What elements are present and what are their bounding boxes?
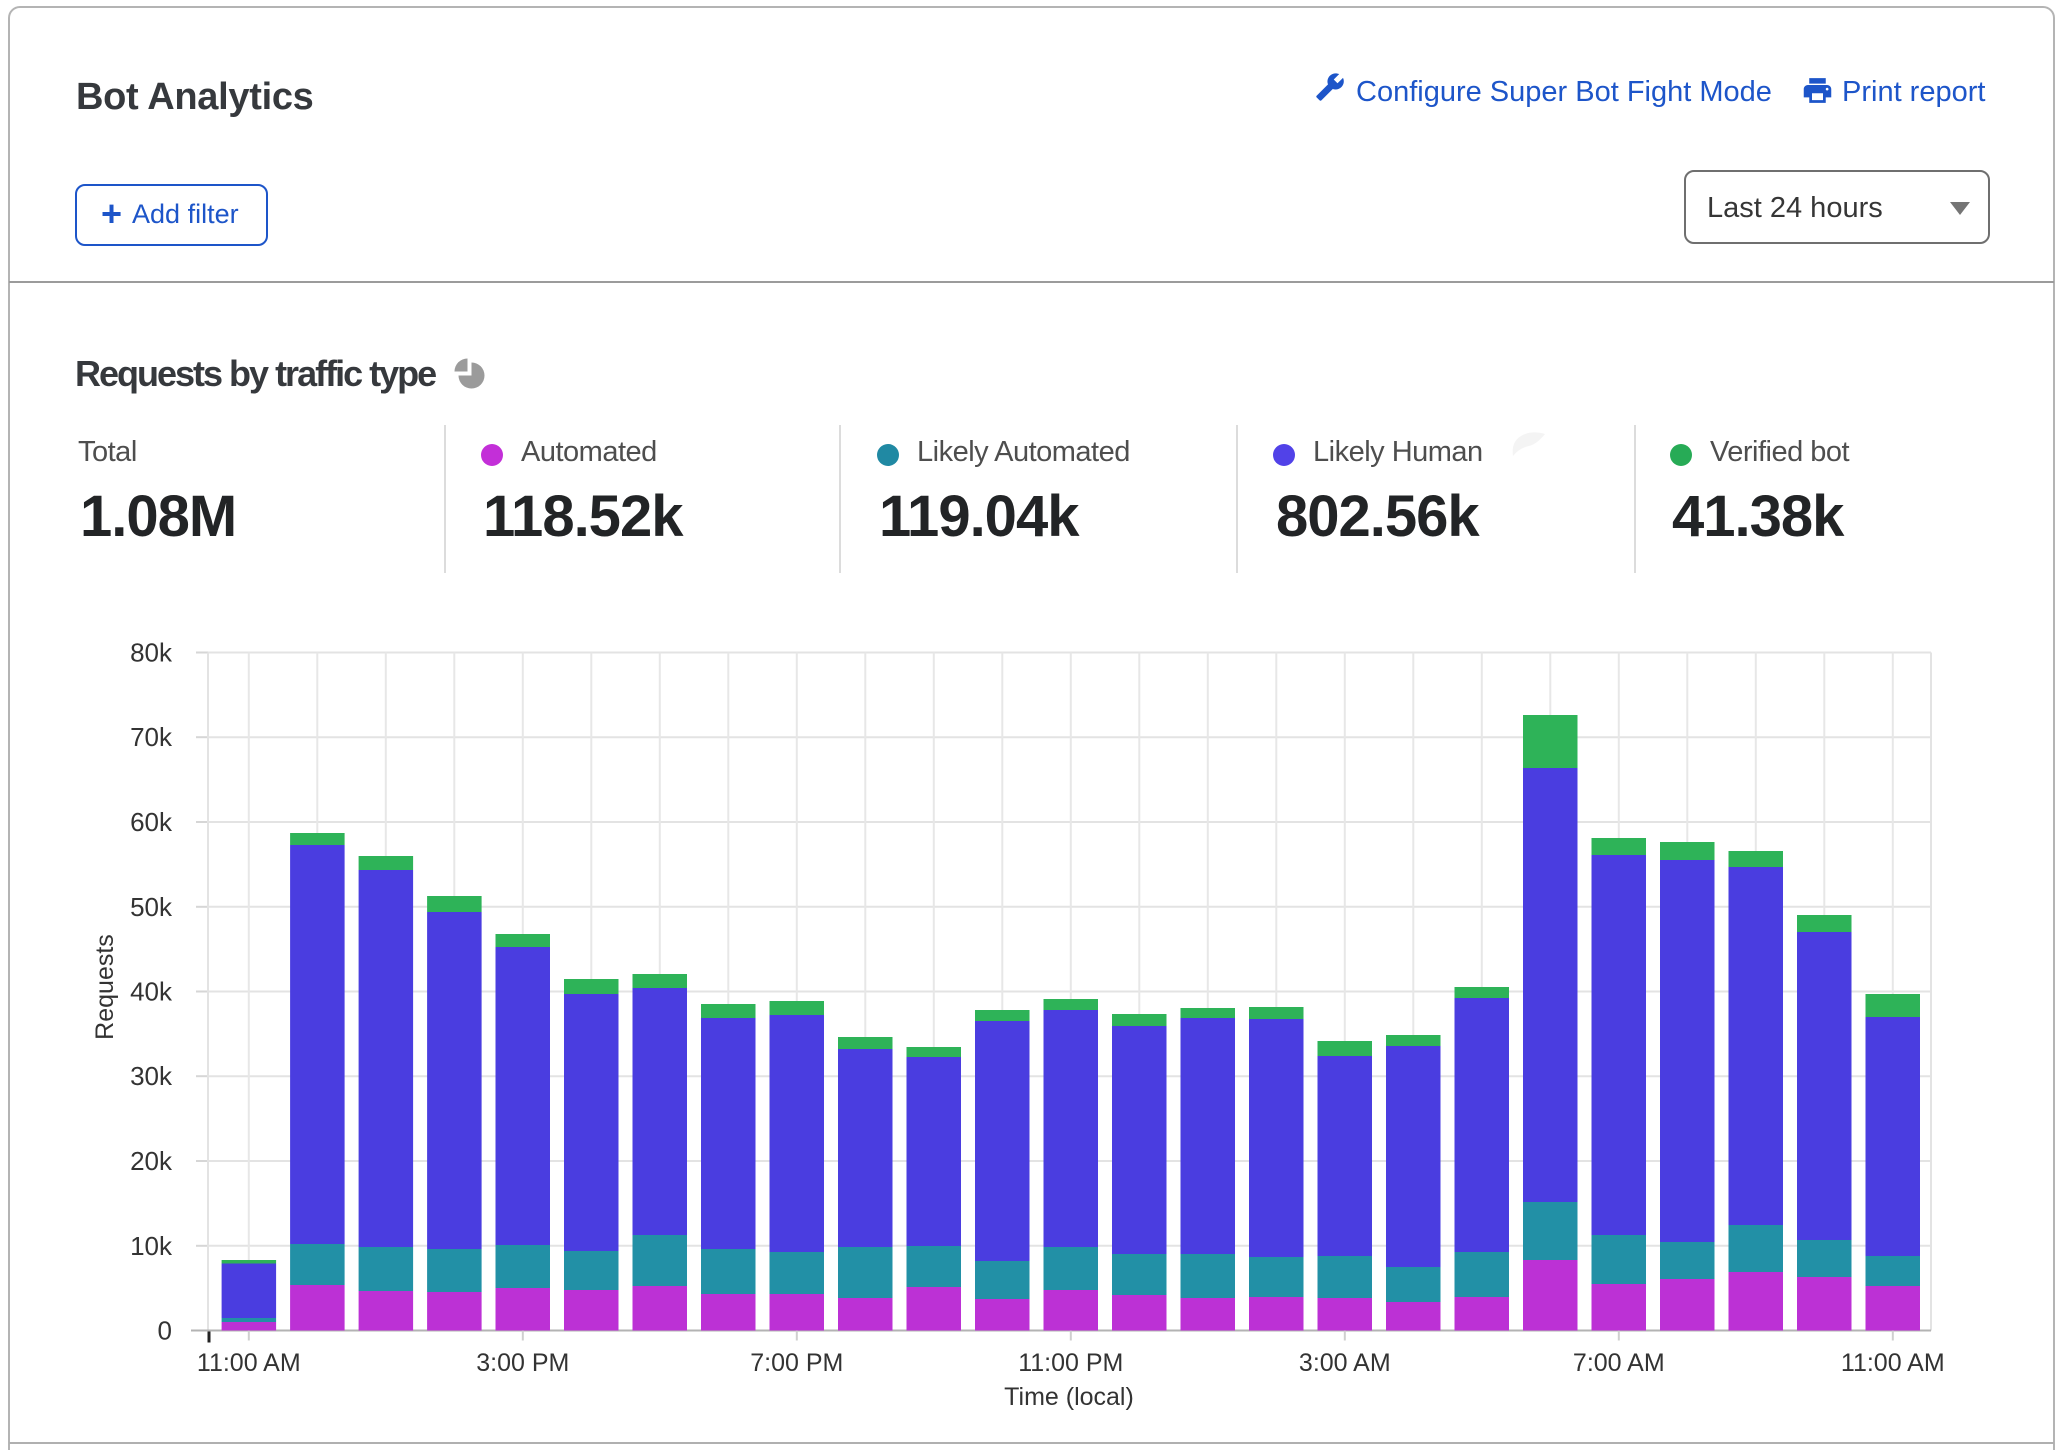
svg-text:11:00 PM: 11:00 PM	[1018, 1349, 1123, 1377]
svg-text:80k: 80k	[130, 638, 173, 668]
svg-text:0: 0	[158, 1316, 172, 1346]
svg-text:10k: 10k	[130, 1231, 173, 1261]
svg-text:40k: 40k	[130, 977, 173, 1007]
svg-text:7:00 PM: 7:00 PM	[750, 1349, 843, 1377]
svg-text:20k: 20k	[130, 1146, 173, 1176]
svg-text:11:00 AM: 11:00 AM	[1841, 1349, 1945, 1377]
svg-text:Requests: Requests	[91, 934, 119, 1040]
svg-text:3:00 AM: 3:00 AM	[1299, 1349, 1391, 1377]
svg-text:7:00 AM: 7:00 AM	[1573, 1349, 1665, 1377]
svg-text:70k: 70k	[130, 722, 173, 752]
svg-text:11:00 AM: 11:00 AM	[197, 1349, 301, 1377]
svg-text:50k: 50k	[130, 892, 173, 922]
svg-text:Time (local): Time (local)	[1004, 1383, 1134, 1411]
svg-text:30k: 30k	[130, 1061, 173, 1091]
svg-text:60k: 60k	[130, 807, 173, 837]
svg-text:3:00 PM: 3:00 PM	[476, 1349, 569, 1377]
